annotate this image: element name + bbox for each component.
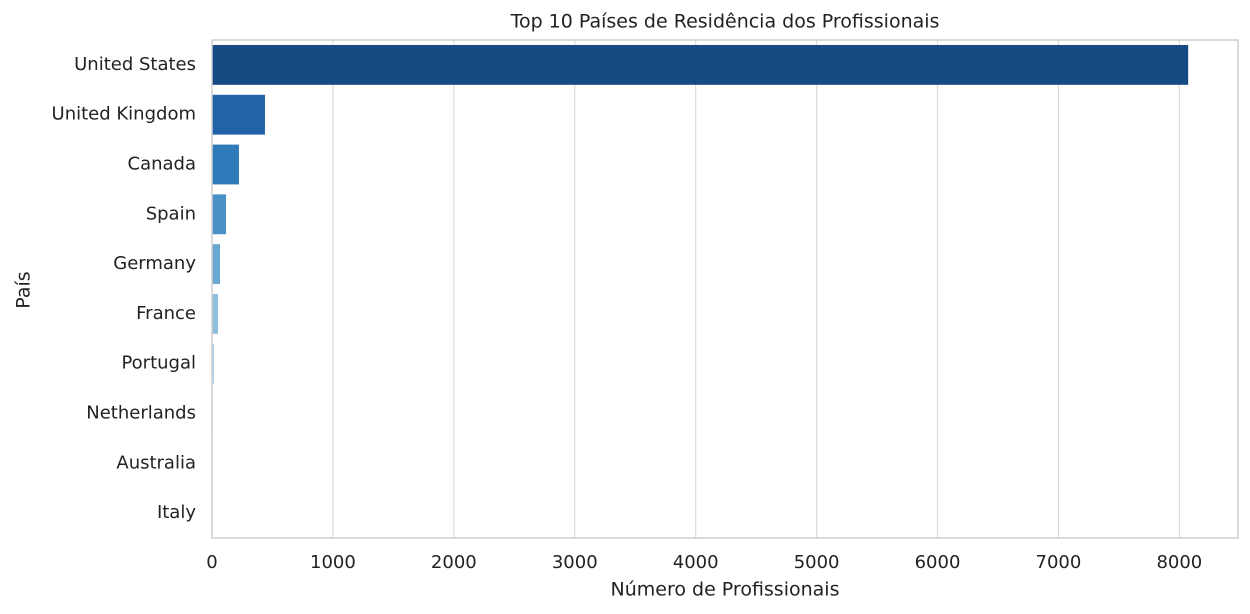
y-tick-label: Portugal	[121, 353, 196, 374]
bar	[212, 94, 265, 135]
y-tick-label: United Kingdom	[52, 104, 196, 125]
y-tick-label: Germany	[113, 253, 196, 274]
x-tick-label: 6000	[915, 552, 961, 573]
y-tick-label: United States	[74, 54, 196, 75]
y-tick-label: Netherlands	[86, 403, 196, 424]
bar	[212, 194, 227, 235]
y-tick-label: Spain	[146, 203, 196, 224]
y-tick-label: Italy	[157, 502, 196, 523]
chart-title: Top 10 Países de Residência dos Profissi…	[510, 11, 940, 33]
bar	[212, 144, 239, 185]
x-tick-label: 3000	[552, 552, 598, 573]
bar	[212, 343, 215, 384]
y-tick-label: France	[136, 303, 196, 324]
plot-frame	[211, 39, 1239, 539]
x-tick-label: 0	[206, 552, 217, 573]
x-tick-label: 7000	[1036, 552, 1082, 573]
x-tick-label: 4000	[673, 552, 719, 573]
x-tick-label: 2000	[431, 552, 477, 573]
y-axis-label: País	[13, 271, 35, 308]
x-tick-label: 5000	[794, 552, 840, 573]
y-tick-label: Australia	[116, 452, 196, 473]
bar	[212, 293, 219, 334]
x-axis-label: Número de Profissionais	[611, 579, 840, 601]
y-tick-label: Canada	[128, 154, 197, 175]
x-tick-label: 8000	[1156, 552, 1202, 573]
bar	[212, 244, 220, 285]
bar	[212, 44, 1189, 85]
x-tick-label: 1000	[310, 552, 356, 573]
